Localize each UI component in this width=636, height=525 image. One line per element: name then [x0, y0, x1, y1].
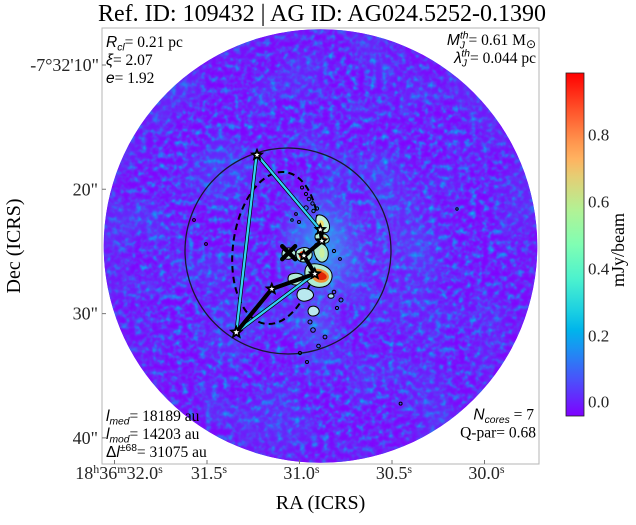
svg-text:30.5s: 30.5s	[376, 462, 413, 483]
svg-text:lmed= 18189 au: lmed= 18189 au	[106, 408, 200, 428]
svg-text:0.4: 0.4	[588, 260, 610, 279]
svg-text:Rcl= 0.21 pc: Rcl= 0.21 pc	[106, 34, 183, 54]
svg-text:Q-par= 0.68: Q-par= 0.68	[460, 425, 536, 442]
svg-text:Ncores = 7: Ncores = 7	[473, 407, 534, 427]
svg-text:Δl±68= 31075 au: Δl±68= 31075 au	[106, 443, 207, 461]
svg-text:31.0s: 31.0s	[283, 462, 320, 483]
svg-text:e= 1.92: e= 1.92	[106, 70, 154, 87]
svg-text:MJth= 0.61 M⊙: MJth= 0.61 M⊙	[447, 31, 536, 52]
svg-text:mJy/beam: mJy/beam	[608, 213, 628, 287]
svg-text:0.0: 0.0	[588, 393, 609, 412]
svg-text:-7°32'10": -7°32'10"	[30, 55, 99, 75]
svg-text:RA (ICRS): RA (ICRS)	[276, 492, 365, 514]
svg-text:ξ= 2.07: ξ= 2.07	[106, 52, 153, 69]
svg-text:31.5s: 31.5s	[191, 462, 228, 483]
svg-text:0.6: 0.6	[588, 193, 609, 212]
svg-text:40": 40"	[73, 428, 98, 448]
svg-text:lmod= 14203 au: lmod= 14203 au	[106, 426, 200, 446]
svg-text:30.0s: 30.0s	[468, 462, 505, 483]
svg-text:Ref. ID: 109432 | AG ID: AG024: Ref. ID: 109432 | AG ID: AG024.5252-0.13…	[98, 1, 546, 27]
svg-text:0.2: 0.2	[588, 327, 609, 346]
svg-text:0.8: 0.8	[588, 126, 609, 145]
svg-text:30": 30"	[73, 304, 98, 324]
svg-text:λJth= 0.044 pc: λJth= 0.044 pc	[453, 49, 536, 70]
svg-text:20": 20"	[73, 179, 98, 199]
svg-text:Dec (ICRS): Dec (ICRS)	[3, 199, 25, 294]
